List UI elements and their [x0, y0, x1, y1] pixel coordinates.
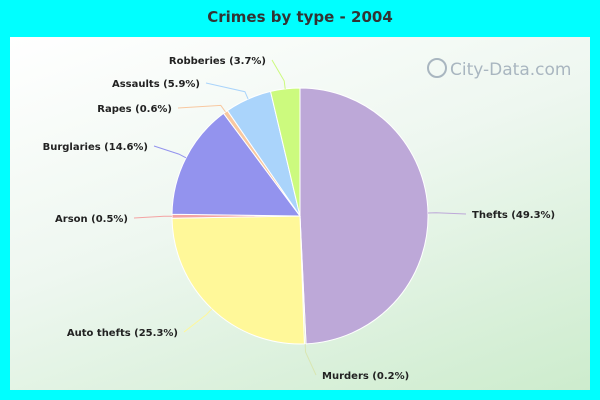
leader-line-thefts — [427, 212, 467, 215]
pie-slice-thefts — [299, 87, 429, 345]
slice-labels: Thefts (49.3%) Murders (0.2%) Auto thefts … — [43, 56, 556, 382]
pie-slice-burglaries — [171, 112, 302, 217]
slice-label-thefts: Thefts (49.3%) — [472, 210, 555, 221]
slice-label-rapes: Rapes (0.6%) — [97, 104, 172, 115]
slice-label-auto-thefts: Auto thefts (25.3%) — [67, 328, 178, 339]
leader-line-murders — [304, 343, 317, 376]
leader-line-auto-thefts — [183, 308, 213, 333]
leader-line-robberies — [271, 59, 286, 89]
watermark-text: City-Data.com — [450, 60, 571, 80]
slice-label-robberies: Robberies (3.7%) — [169, 56, 266, 67]
leader-lines — [133, 59, 467, 376]
watermark: City-Data.com — [427, 58, 571, 80]
search-icon — [427, 58, 447, 78]
slice-label-arson: Arson (0.5%) — [55, 214, 128, 225]
pie-slice-auto-thefts — [171, 215, 305, 345]
leader-line-arson — [133, 215, 172, 219]
leader-line-burglaries — [153, 145, 187, 159]
slice-label-assaults: Assaults (5.9%) — [112, 79, 200, 90]
slice-label-burglaries: Burglaries (14.6%) — [43, 142, 148, 153]
pie-slices — [171, 87, 429, 345]
leader-line-rapes — [177, 104, 226, 113]
chart-title: Crimes by type - 2004 — [207, 8, 393, 26]
leader-line-assaults — [205, 82, 249, 100]
slice-label-murders: Murders (0.2%) — [322, 371, 409, 382]
